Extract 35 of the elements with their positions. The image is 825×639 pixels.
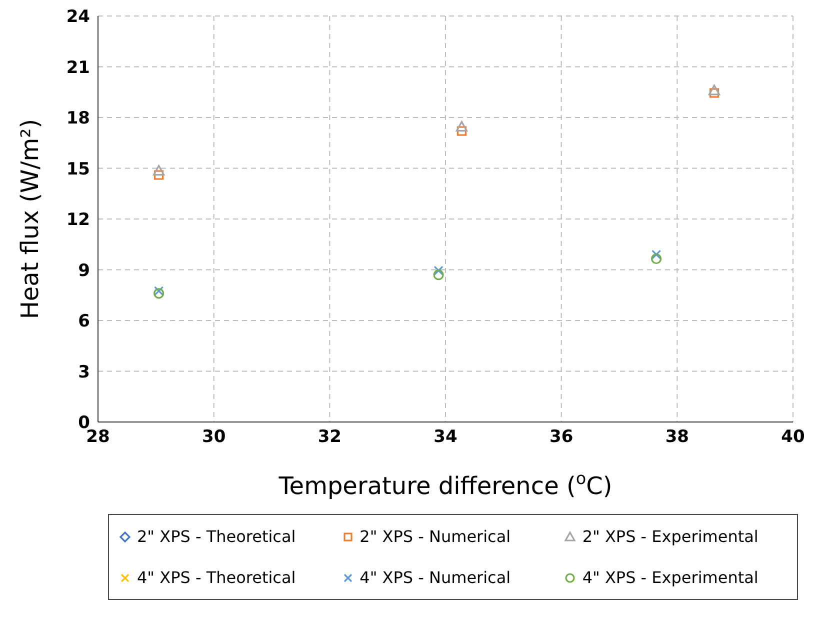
x-tick-label: 32 (318, 427, 342, 448)
point (652, 250, 662, 260)
point (433, 270, 444, 280)
legend-label: 2" XPS - Theoretical (137, 527, 296, 546)
point (154, 286, 164, 296)
legend-label: 4" XPS - Numerical (360, 568, 511, 587)
x-tick-label: 38 (665, 427, 690, 448)
point (434, 266, 444, 276)
point (456, 121, 468, 132)
x-tick-label: 30 (202, 427, 226, 448)
point (153, 164, 165, 176)
legend-label: 2" XPS - Numerical (360, 527, 511, 546)
point (708, 84, 720, 96)
y-tick-label: 6 (78, 312, 90, 332)
point (456, 126, 467, 136)
y-tick-label: 9 (78, 260, 90, 281)
y-axis-title: Heat flux (W/m²) (16, 118, 44, 320)
y-tick-label: 18 (66, 108, 90, 129)
x-tick-label: 34 (434, 427, 458, 448)
legend-label: 2" XPS - Experimental (582, 527, 758, 546)
point (709, 88, 720, 98)
y-tick-label: 12 (66, 210, 90, 230)
x-axis-title: Temperature difference ($^{o}$C) (278, 468, 612, 500)
x-tick-label: 28 (86, 427, 110, 448)
y-tick-label: 24 (66, 7, 90, 28)
y-tick-label: 3 (78, 362, 90, 382)
y-tick-label: 15 (66, 159, 90, 180)
legend-label: 4" XPS - Theoretical (137, 568, 296, 587)
point (651, 253, 662, 264)
point (154, 288, 164, 299)
x-tick-label: 36 (549, 427, 574, 448)
y-tick-label: 21 (66, 58, 90, 78)
legend-label: 4" XPS - Experimental (582, 568, 758, 587)
point (154, 170, 164, 180)
x-tick-label: 40 (781, 427, 805, 448)
